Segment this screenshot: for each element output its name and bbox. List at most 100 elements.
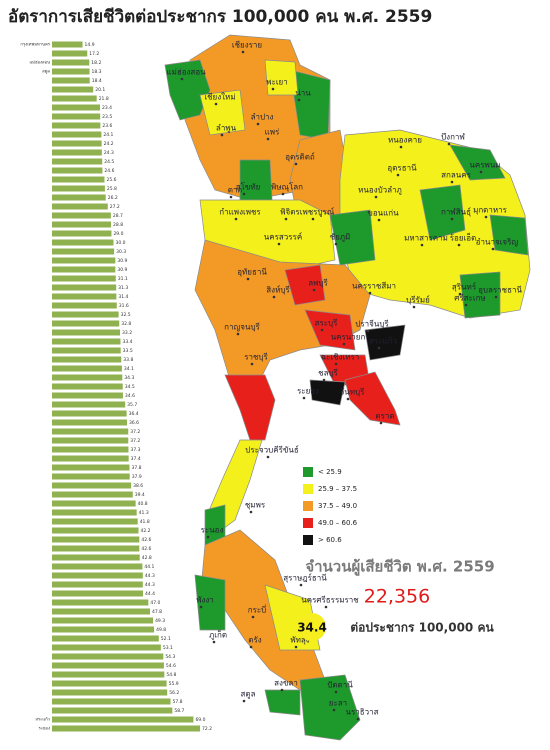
bar <box>52 572 143 579</box>
province-label: ปัตตานี <box>327 681 353 690</box>
province-label: อุทัยธานี <box>237 268 267 277</box>
legend-swatch <box>303 501 313 511</box>
bar <box>52 203 108 210</box>
value-label: 47.0 <box>150 600 160 606</box>
province-dot <box>272 295 276 299</box>
province-dot <box>212 640 216 644</box>
province-label: ราชบุรี <box>244 353 268 362</box>
value-label: 28.7 <box>113 213 123 219</box>
province-dot <box>229 195 233 199</box>
bar <box>52 581 143 588</box>
province-label: ระยอง <box>297 387 319 396</box>
value-label: 33.8 <box>123 357 133 363</box>
bar <box>52 626 155 633</box>
province-dot <box>334 242 338 246</box>
summary-rate: 34.4 <box>297 621 327 635</box>
bar <box>52 50 88 57</box>
province-label: พัทลุง <box>290 636 309 645</box>
province-dot <box>332 708 336 712</box>
province-dot <box>234 217 238 221</box>
bar <box>52 356 122 363</box>
bar <box>52 392 123 399</box>
province-label: สระแก้ว <box>369 337 397 346</box>
province-label: กระบี่ <box>248 604 267 615</box>
legend-swatch <box>303 484 313 494</box>
value-label: 36.4 <box>129 411 139 417</box>
province-label: สตูล <box>241 690 256 700</box>
value-label: 57.8 <box>172 699 182 705</box>
value-label: 31.1 <box>118 276 128 282</box>
province-label: เชียงใหม่ <box>204 93 235 102</box>
value-label: 24.1 <box>103 132 113 138</box>
title: อัตราการเสียชีวิตต่อประชากร 100,000 คน พ… <box>8 6 432 27</box>
province-label: ลำปาง <box>251 113 274 122</box>
province-label: มหาสารคาม <box>404 234 448 243</box>
value-label: 18.2 <box>91 60 101 66</box>
bar <box>52 167 103 174</box>
value-label: 72.2 <box>202 726 212 732</box>
value-label: 49.8 <box>156 627 166 633</box>
province <box>304 309 356 351</box>
province-label: ชลบุรี <box>318 369 338 378</box>
summary-heading: จำนวนผู้เสียชีวิต พ.ศ. 2559 <box>305 558 494 577</box>
bar <box>52 545 140 552</box>
bar <box>52 320 120 327</box>
bar <box>52 527 139 534</box>
province-dot <box>214 102 218 106</box>
category-label: แม่ฮ่องสอน <box>29 60 50 65</box>
province-dot <box>342 342 346 346</box>
region-central <box>194 239 371 391</box>
bar <box>52 194 106 201</box>
value-label: 24.5 <box>104 159 114 165</box>
province-label: ประจวบคีรีขันธ์ <box>245 445 299 455</box>
bar <box>52 689 168 696</box>
bar <box>52 284 117 291</box>
value-label: 23.5 <box>102 114 112 120</box>
province-dot <box>302 396 306 400</box>
province-dot <box>412 305 416 309</box>
bar <box>52 473 130 480</box>
value-label: 40.8 <box>138 501 148 507</box>
bar <box>52 509 137 516</box>
province-dot <box>368 291 372 295</box>
value-label: 42.6 <box>141 537 151 543</box>
province-dot <box>346 397 350 401</box>
value-label: 29.0 <box>113 231 123 237</box>
province-dot <box>420 243 424 247</box>
province-dot <box>242 699 246 703</box>
province-dot <box>266 137 270 141</box>
bar <box>52 707 173 714</box>
value-label: 30.3 <box>116 249 126 255</box>
value-label: 26.2 <box>108 195 118 201</box>
province-label: ศรีสะเกษ <box>454 294 485 303</box>
province-dot <box>479 170 483 174</box>
bar <box>52 257 116 264</box>
rate-badge <box>298 613 326 641</box>
value-label: 33.2 <box>122 330 132 336</box>
province <box>364 324 406 361</box>
bar <box>52 95 97 102</box>
province-label: อุบลราชธานี <box>478 286 522 295</box>
bar <box>52 635 159 642</box>
value-label: 31.4 <box>118 294 128 300</box>
bar <box>52 662 164 669</box>
province-label: สุโขทัย <box>236 182 261 192</box>
province-label: อุดรธานี <box>387 164 417 173</box>
value-label: 34.1 <box>124 366 134 372</box>
value-label: 21.8 <box>99 96 109 102</box>
province-dot <box>277 242 281 246</box>
value-label: 23.6 <box>102 123 112 129</box>
province-label: ลพบุรี <box>308 279 328 288</box>
bar <box>52 329 121 336</box>
bar <box>52 302 117 309</box>
province-dot <box>457 243 461 247</box>
bar <box>52 680 167 687</box>
bar <box>52 464 130 471</box>
bar <box>52 383 123 390</box>
bar <box>52 518 138 525</box>
legend-swatch <box>303 518 313 528</box>
province-dot <box>251 615 255 619</box>
bar <box>52 419 128 426</box>
province <box>194 574 226 631</box>
